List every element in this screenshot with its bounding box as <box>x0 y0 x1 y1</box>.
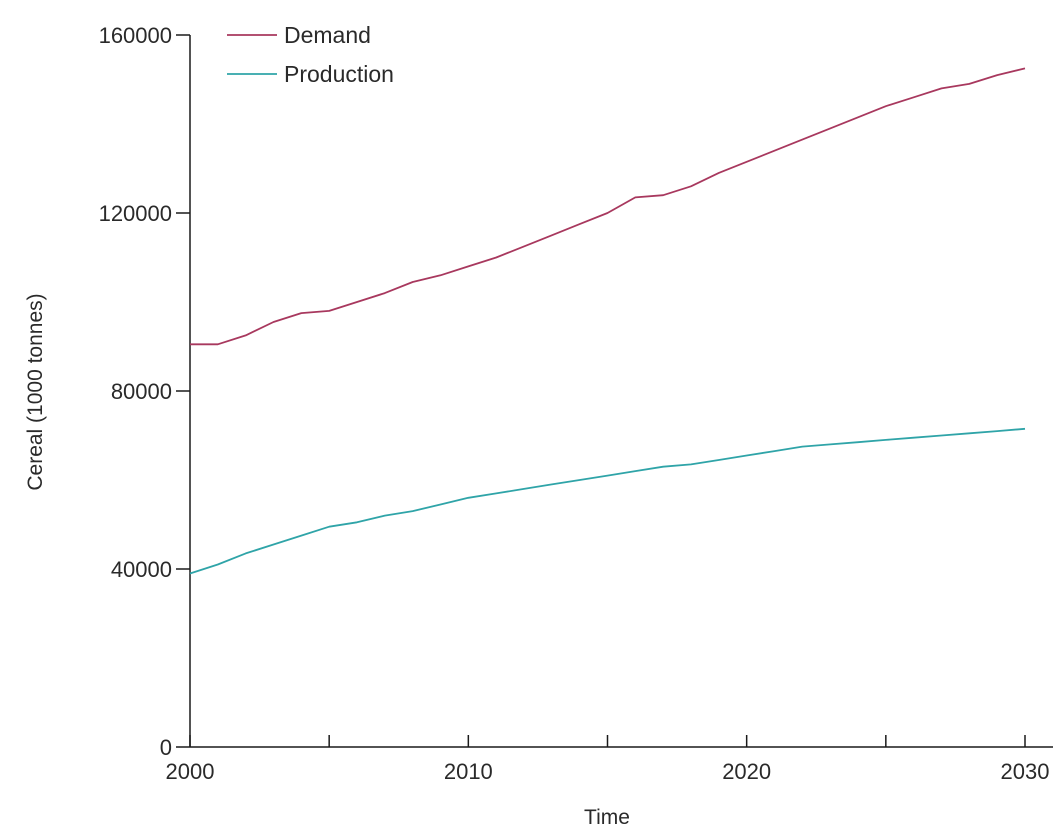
x-tick-label: 2010 <box>444 759 493 784</box>
y-axis-title: Cereal (1000 tonnes) <box>24 293 47 490</box>
legend-label-demand: Demand <box>284 22 371 48</box>
y-tick-label: 80000 <box>111 379 172 404</box>
legend: Demand Production <box>227 22 394 87</box>
x-tick-label: 2030 <box>1001 759 1050 784</box>
series-line-production <box>190 429 1025 574</box>
y-ticks: 0 40000 80000 120000 160000 <box>99 23 190 760</box>
y-tick-label: 160000 <box>99 23 172 48</box>
x-tick-label: 2020 <box>722 759 771 784</box>
series-line-demand <box>190 68 1025 344</box>
x-tick-label: 2000 <box>166 759 215 784</box>
legend-label-production: Production <box>284 61 394 87</box>
series-group <box>190 68 1025 573</box>
y-tick-label: 120000 <box>99 201 172 226</box>
x-axis-title: Time <box>584 806 630 829</box>
y-tick-label: 0 <box>160 735 172 760</box>
axes <box>190 35 1053 747</box>
x-ticks: 2000 2010 2020 2030 <box>166 735 1050 784</box>
y-tick-label: 40000 <box>111 557 172 582</box>
